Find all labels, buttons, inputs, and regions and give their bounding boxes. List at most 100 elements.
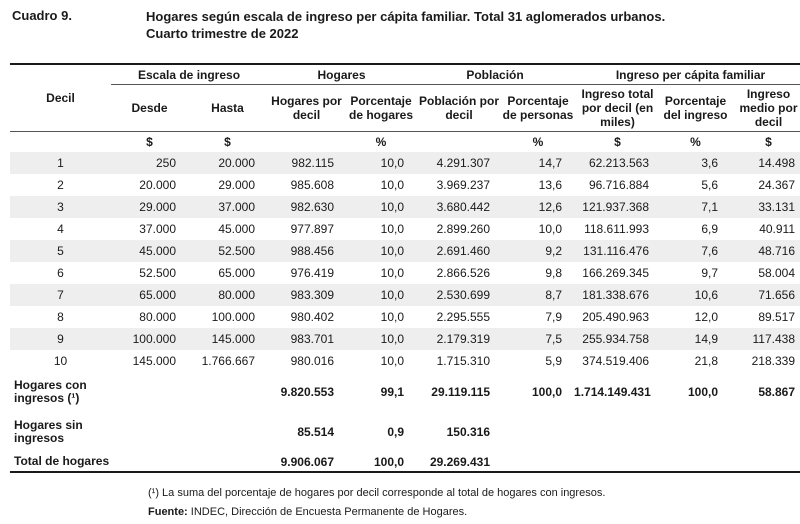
cell-ingreso-medio: 48.716 [730, 240, 800, 262]
source-note: Fuente: INDEC, Dirección de Encuesta Per… [148, 506, 467, 518]
cell-desde: 65.000 [111, 284, 188, 306]
cell-ingreso-total: 205.490.963 [582, 310, 650, 324]
cell-ingreso-total: 62.213.563 [574, 152, 662, 174]
cell-decil: 8 [57, 310, 64, 324]
cell-ingreso-total: 121.937.368 [574, 196, 662, 218]
cell-hasta: 1.766.667 [201, 354, 256, 368]
cell-poblacion: 2.866.526 [436, 266, 491, 280]
cell-ingreso-total: 181.338.676 [574, 284, 662, 306]
cell-pct-hogares: 10,0 [346, 328, 417, 350]
sub-header-row: Desde Hasta Hogares por decil Porcentaje… [10, 84, 800, 132]
cell-hogares: 983.701 [267, 328, 347, 350]
cell-desde: 20.000 [139, 178, 176, 192]
table-row: 1 250 20.000 982.115 10,0 4.291.307 14,7 62.213… [10, 152, 800, 174]
header-decil: Decil [10, 64, 111, 132]
header-hogares: Hogares [267, 64, 417, 85]
unit-porcentaje-personas: % [532, 135, 544, 149]
cell-hogares: 982.630 [267, 196, 347, 218]
table-row: 5 45.000 52.500 988.456 10,0 2.691.460 9,2 131.… [10, 240, 800, 262]
cell-ingreso-total: 255.934.758 [574, 328, 662, 350]
header-escala-ingreso: Escala de ingreso [111, 64, 268, 85]
cell-hogares: 980.402 [290, 310, 335, 324]
summary-label: Hogares con ingresos (¹) [14, 378, 87, 405]
header-porcentaje-hogares: Porcentaje de hogares [346, 84, 417, 132]
cell-ingreso-total: 166.269.345 [582, 266, 650, 280]
summary-row-sin-ingresos: Hogares sin ingresos 85.514 0,9 150.316 [10, 412, 800, 452]
table-title-line-1: Hogares según escala de ingreso per cápi… [146, 9, 666, 24]
cell-ingreso-total: 118.611.993 [584, 222, 650, 236]
cell-pct-personas: 12,6 [502, 196, 575, 218]
cell-pct-hogares: 10,0 [346, 196, 417, 218]
cell-decil: 10 [53, 354, 68, 368]
header-desde: Desde [111, 84, 188, 132]
cell-desde: 250 [111, 152, 188, 174]
cell-pct-hogares: 10,0 [380, 266, 405, 280]
cell-poblacion: 2.530.699 [416, 284, 503, 306]
table-title: Hogares según escala de ingreso per cápi… [146, 8, 786, 42]
summary-poblacion: 29.119.115 [431, 385, 491, 399]
group-header-row: Decil Escala de ingreso Hogares Població… [10, 64, 800, 132]
cell-pct-ingreso: 12,0 [694, 310, 719, 324]
cell-poblacion: 2.179.319 [416, 328, 503, 350]
summary-pct-hogares: 0,9 [387, 425, 405, 439]
cell-ingreso-medio: 33.131 [730, 196, 800, 218]
cell-ingreso-medio: 117.438 [730, 328, 800, 350]
cell-desde: 37.000 [139, 222, 176, 236]
cell-ingreso-medio: 14.498 [730, 152, 800, 174]
header-ingreso-per-capita: Ingreso per cápita familiar [574, 64, 800, 85]
cell-hasta: 45.000 [218, 222, 256, 236]
cell-hogares: 977.897 [290, 222, 335, 236]
summary-poblacion: 150.316 [446, 425, 491, 439]
cell-desde: 100.000 [111, 328, 188, 350]
cell-pct-hogares: 10,0 [380, 178, 405, 192]
cell-pct-hogares: 10,0 [380, 310, 405, 324]
cell-pct-personas: 9,8 [545, 266, 563, 280]
table-row: 8 80.000 100.000 980.402 10,0 2.295.555 7,9 205… [10, 306, 800, 328]
cell-pct-ingreso: 7,1 [661, 196, 731, 218]
cell-decil: 4 [57, 222, 64, 236]
cell-pct-ingreso: 9,7 [701, 266, 719, 280]
header-poblacion-por-decil: Población por decil [416, 84, 503, 132]
cell-pct-ingreso: 6,9 [701, 222, 719, 236]
cell-ingreso-medio: 58.004 [758, 266, 796, 280]
cell-decil: 5 [10, 240, 111, 262]
cell-decil: 7 [10, 284, 111, 306]
cell-hasta: 65.000 [218, 266, 256, 280]
cell-decil: 1 [10, 152, 111, 174]
cell-hogares: 985.608 [290, 178, 335, 192]
cell-ingreso-medio: 89.517 [758, 310, 796, 324]
source-label: Fuente: [148, 506, 188, 518]
unit-hasta: $ [224, 135, 231, 149]
table-row: 10 145.000 1.766.667 980.016 10,0 1.715.310 5,… [10, 350, 800, 372]
cell-ingreso-total: 374.519.406 [582, 354, 650, 368]
cell-pct-hogares: 10,0 [346, 240, 417, 262]
decile-rows: 1 250 20.000 982.115 10,0 4.291.307 14,7 62.213… [10, 152, 800, 372]
cell-ingreso-medio: 40.911 [759, 222, 796, 236]
cell-desde: 29.000 [111, 196, 188, 218]
unit-ingreso-total: $ [614, 135, 621, 149]
cell-pct-hogares: 10,0 [380, 222, 405, 236]
source-text: INDEC, Dirección de Encuesta Permanente … [187, 506, 468, 518]
cell-pct-ingreso: 14,9 [661, 328, 731, 350]
header-porcentaje-ingreso: Porcentaje del ingreso [661, 84, 731, 132]
cell-ingreso-medio: 71.656 [730, 284, 800, 306]
summary-label: Hogares sin ingresos [14, 418, 83, 445]
cell-decil: 2 [57, 178, 64, 192]
footnote: (¹) La suma del porcentaje de hogares po… [148, 487, 606, 499]
header-hogares-por-decil: Hogares por decil [267, 84, 347, 132]
cell-pct-ingreso: 3,6 [661, 152, 731, 174]
cell-hasta: 20.000 [188, 152, 268, 174]
table-row: 2 20.000 29.000 985.608 10,0 3.969.237 13,6 96.… [10, 174, 800, 196]
cell-desde: 145.000 [132, 354, 176, 368]
summary-poblacion: 29.269.431 [416, 452, 503, 473]
cell-pct-hogares: 10,0 [380, 354, 405, 368]
summary-ingreso-medio: 58.867 [758, 385, 796, 399]
cell-hogares: 988.456 [267, 240, 347, 262]
cell-hasta: 145.000 [188, 328, 268, 350]
summary-hogares: 85.514 [297, 425, 335, 439]
cell-pct-personas: 10,0 [538, 222, 563, 236]
table-row: 9 100.000 145.000 983.701 10,0 2.179.319 7,5 25… [10, 328, 800, 350]
summary-ingreso-total: 1.714.149.431 [574, 385, 651, 399]
cell-desde: 52.500 [139, 266, 176, 280]
cell-hogares: 980.016 [290, 354, 335, 368]
